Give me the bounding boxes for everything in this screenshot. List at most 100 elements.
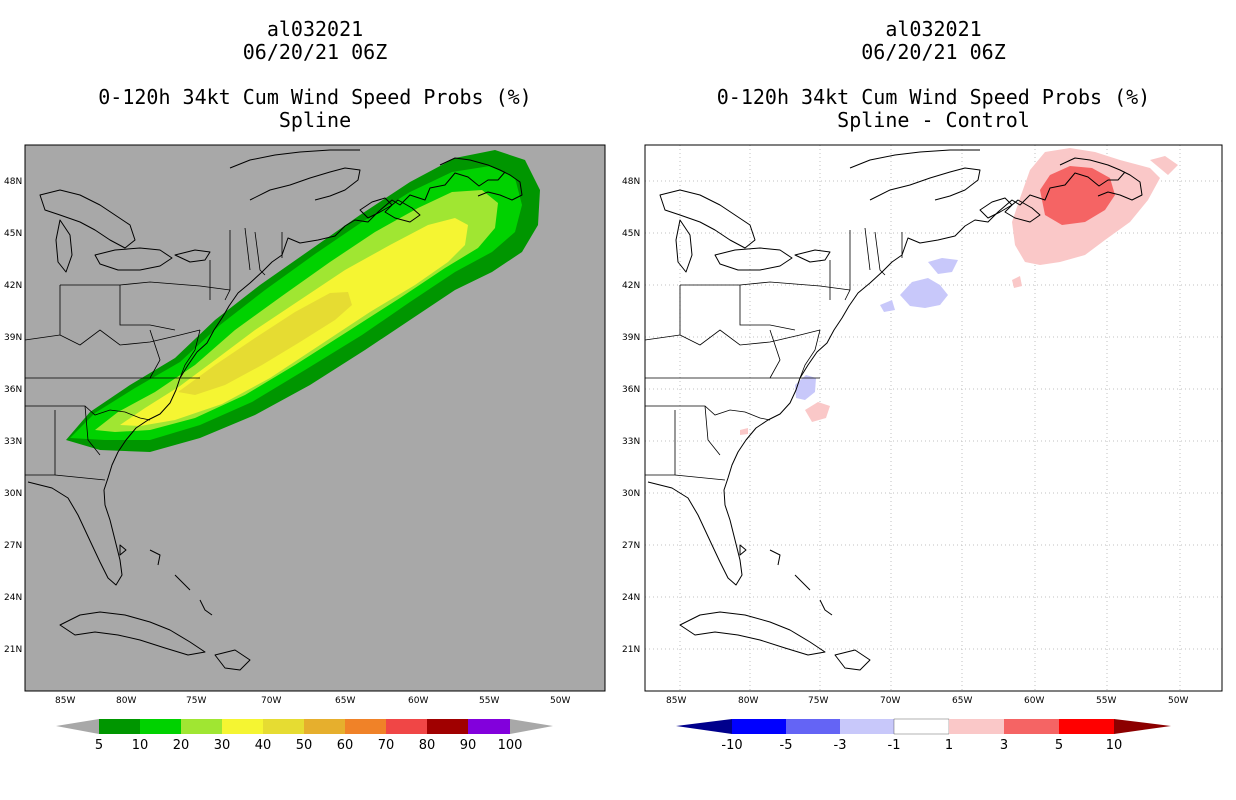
right-lon-85w: 85W — [666, 696, 686, 706]
right-lat-33n: 33N — [622, 437, 640, 447]
right-cb-label-neg3: -3 — [834, 738, 847, 753]
left-lat-21n: 21N — [4, 645, 22, 655]
diff-pos-1-3-c — [1012, 276, 1022, 288]
left-colorbar-bin-30-40 — [222, 719, 263, 734]
right-lon-60w: 60W — [1024, 696, 1044, 706]
right-cb-label-1: 1 — [945, 738, 953, 753]
left-lat-36n: 36N — [4, 385, 22, 395]
diff-neg-1-3-a — [900, 278, 948, 308]
right-axis-ticks: 85W 80W 75W 70W 65W 60W 55W 50W 48N 45N … — [622, 177, 1188, 706]
left-cb-label-100: 100 — [498, 738, 523, 753]
left-lon-55w: 55W — [479, 696, 499, 706]
left-lat-24n: 24N — [4, 593, 22, 603]
left-cb-label-90: 90 — [460, 738, 477, 753]
left-lat-27n: 27N — [4, 541, 22, 551]
right-cb-label-3: 3 — [1000, 738, 1008, 753]
right-lon-75w: 75W — [808, 696, 828, 706]
right-datetime: 06/20/21 06Z — [861, 40, 1006, 64]
right-lat-39n: 39N — [622, 333, 640, 343]
right-lat-30n: 30N — [622, 489, 640, 499]
diff-neg-1-3-d — [795, 375, 816, 400]
right-map-background — [645, 145, 1222, 691]
left-colorbar-high-triangle — [510, 719, 553, 734]
right-lat-24n: 24N — [622, 593, 640, 603]
right-colorbar-bin-3-5 — [1004, 719, 1059, 734]
right-lon-50w: 50W — [1168, 696, 1188, 706]
left-lon-65w: 65W — [335, 696, 355, 706]
left-lon-85w: 85W — [55, 696, 75, 706]
right-lon-70w: 70W — [880, 696, 900, 706]
left-cb-label-50: 50 — [296, 738, 313, 753]
left-lon-70w: 70W — [261, 696, 281, 706]
left-cb-label-40: 40 — [255, 738, 272, 753]
left-cb-label-20: 20 — [173, 738, 190, 753]
right-colorbar-bin-neg5-neg3 — [786, 719, 840, 734]
left-cb-label-60: 60 — [337, 738, 354, 753]
right-lat-42n: 42N — [622, 281, 640, 291]
left-colorbar-bin-10-20 — [140, 719, 181, 734]
right-colorbar-bin-5-10 — [1059, 719, 1114, 734]
right-lon-80w: 80W — [738, 696, 758, 706]
left-cb-label-80: 80 — [419, 738, 436, 753]
right-lat-45n: 45N — [622, 229, 640, 239]
right-lon-55w: 55W — [1096, 696, 1116, 706]
right-lat-48n: 48N — [622, 177, 640, 187]
left-lon-80w: 80W — [116, 696, 136, 706]
left-colorbar-bin-5-10 — [99, 719, 140, 734]
left-colorbar: 5 10 20 30 40 50 60 70 80 90 100 — [56, 719, 553, 753]
left-product-title: 0-120h 34kt Cum Wind Speed Probs (%) — [98, 85, 532, 109]
right-cb-label-neg5: -5 — [780, 738, 793, 753]
right-colorbar-high-triangle — [1114, 719, 1171, 734]
right-colorbar-bin-neg10-neg5 — [732, 719, 786, 734]
left-map-frame — [24, 144, 606, 692]
diff-pos-3-5 — [1040, 166, 1115, 225]
left-probability-swath — [66, 150, 540, 452]
left-colorbar-bin-20-30 — [181, 719, 222, 734]
left-lon-75w: 75W — [186, 696, 206, 706]
right-colorbar-low-triangle — [676, 719, 732, 734]
right-colorbar-bin-neg3-neg1 — [840, 719, 894, 734]
left-lat-30n: 30N — [4, 489, 22, 499]
left-axis-ticks: 85W 80W 75W 70W 65W 60W 55W 50W 48N 45N … — [4, 177, 570, 706]
diff-pos-coast-sc — [740, 428, 748, 435]
right-lon-65w: 65W — [952, 696, 972, 706]
right-cb-label-neg10: -10 — [721, 738, 742, 753]
left-cb-label-30: 30 — [214, 738, 231, 753]
right-lat-27n: 27N — [622, 541, 640, 551]
swath-40pct — [178, 292, 352, 395]
right-colorbar: -10 -5 -3 -1 1 3 5 10 — [676, 718, 1171, 753]
left-lat-39n: 39N — [4, 333, 22, 343]
left-colorbar-bin-90-100 — [468, 719, 510, 734]
diff-neg-1-3-c — [880, 300, 895, 312]
left-storm-id: al032021 — [266, 17, 364, 41]
left-title-block: al032021 06/20/21 06Z 0-120h 34kt Cum Wi… — [25, 18, 605, 132]
right-cb-label-5: 5 — [1055, 738, 1063, 753]
right-cb-label-10: 10 — [1106, 738, 1123, 753]
left-map — [25, 145, 605, 691]
diff-neg-1-3-b — [928, 258, 958, 274]
left-lon-60w: 60W — [408, 696, 428, 706]
left-lat-42n: 42N — [4, 281, 22, 291]
right-map-frame — [644, 144, 1223, 692]
left-colorbar-bin-60-70 — [345, 719, 386, 734]
right-cb-label-neg1: -1 — [888, 738, 901, 753]
right-colorbar-bin-1-3 — [949, 719, 1004, 734]
left-cb-label-70: 70 — [378, 738, 395, 753]
left-colorbar-bin-40-50 — [263, 719, 304, 734]
right-map — [645, 145, 1222, 691]
right-product-title: 0-120h 34kt Cum Wind Speed Probs (%) — [716, 85, 1151, 109]
right-subtitle: Spline - Control — [837, 108, 1030, 132]
left-lat-33n: 33N — [4, 437, 22, 447]
right-title-block: al032021 06/20/21 06Z 0-120h 34kt Cum Wi… — [645, 18, 1222, 132]
diff-pos-1-3-b — [1150, 156, 1178, 175]
right-difference-field — [740, 148, 1178, 435]
right-colorbar-bin-neg1-1 — [893, 718, 950, 735]
right-lat-36n: 36N — [622, 385, 640, 395]
left-lon-50w: 50W — [550, 696, 570, 706]
left-subtitle: Spline — [278, 108, 352, 132]
left-cb-label-10: 10 — [132, 738, 149, 753]
left-datetime: 06/20/21 06Z — [242, 40, 388, 64]
left-colorbar-bin-70-80 — [386, 719, 427, 734]
right-storm-id: al032021 — [885, 17, 982, 41]
